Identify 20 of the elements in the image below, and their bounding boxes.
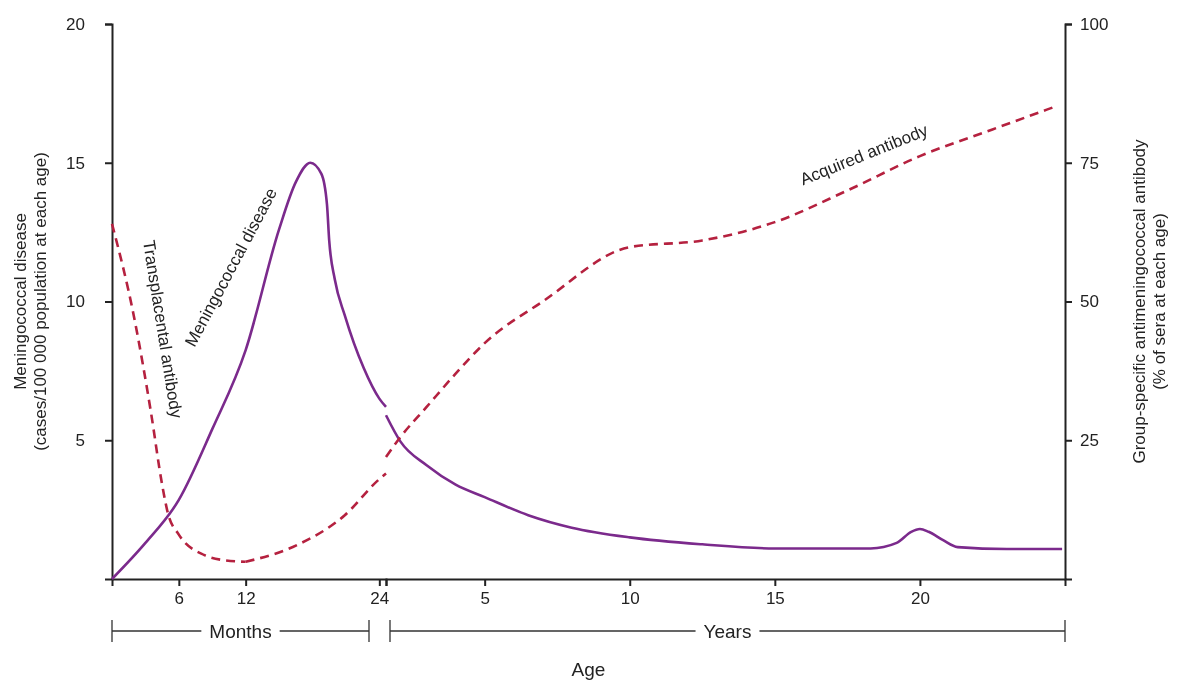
text: Years bbox=[703, 621, 752, 642]
y2-axis-title: Group-specific antimeningococcal antibody (% of sera at each age) bbox=[1130, 138, 1170, 464]
y2-tick-label: 25 bbox=[1080, 431, 1099, 451]
y-tick-label: 20 bbox=[66, 14, 85, 34]
x-tick-label: 5 bbox=[480, 589, 490, 609]
x-tick-label: 10 bbox=[620, 589, 640, 609]
y-axis-title: Meningococcal disease (cases/100 000 population at each age) bbox=[11, 152, 51, 451]
y2-tick-label: 100 bbox=[1080, 14, 1109, 34]
x-tick-label: 24 bbox=[370, 589, 390, 609]
y-tick-label: 10 bbox=[66, 292, 85, 312]
x-axis-title: Age bbox=[571, 659, 606, 680]
y-tick-label: 5 bbox=[75, 431, 85, 451]
y-tick-label: 15 bbox=[66, 153, 85, 173]
x-tick-label: 15 bbox=[765, 589, 785, 609]
y2-tick-label: 75 bbox=[1080, 153, 1099, 173]
y2-tick-label: 50 bbox=[1080, 292, 1099, 312]
x-tick-label: 6 bbox=[174, 589, 185, 609]
x-tick-label: 12 bbox=[236, 589, 256, 609]
text: Months bbox=[209, 621, 272, 642]
x-tick-label: 20 bbox=[910, 589, 930, 609]
